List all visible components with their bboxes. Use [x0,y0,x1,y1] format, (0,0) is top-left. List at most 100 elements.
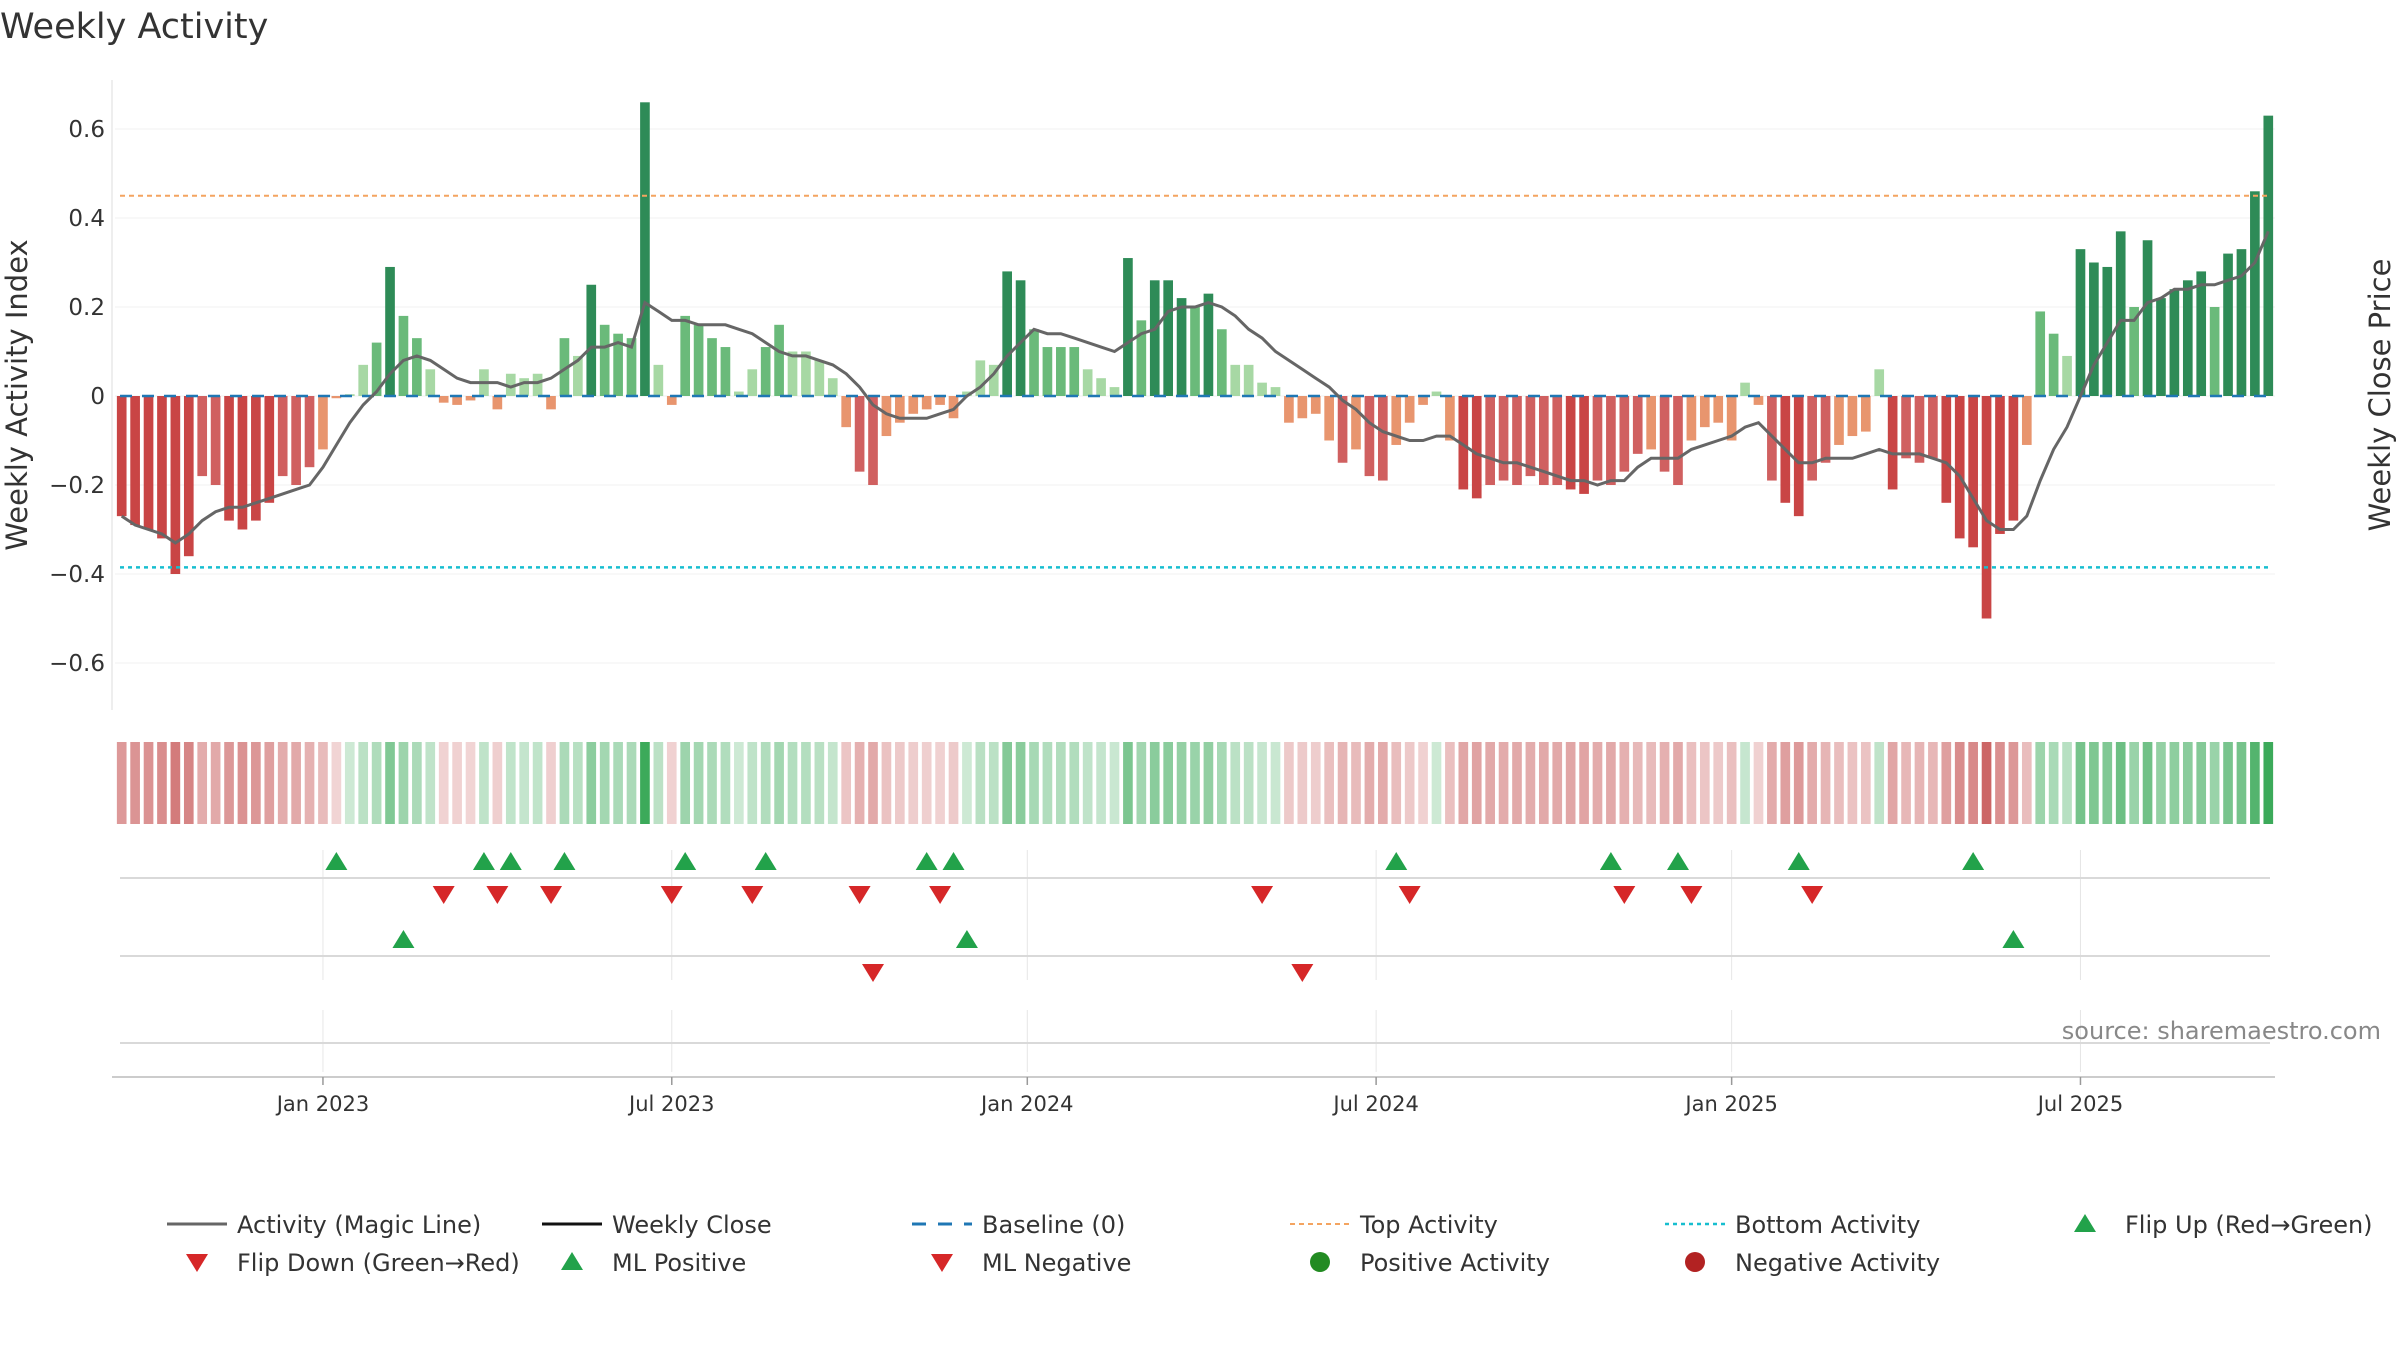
flip-up-marker [1599,852,1622,870]
activity-bar [1673,396,1683,485]
activity-bar [787,351,798,396]
activity-bar [1042,347,1053,396]
legend-label: Weekly Close [612,1211,772,1239]
activity-bar [2129,307,2139,396]
activity-bar [2236,249,2247,396]
heatmap-cell [1592,742,1603,824]
activity-bar [1029,329,1039,396]
activity-bar [1337,396,1348,463]
legend-swatch-triangle-up [561,1252,583,1270]
activity-bar [720,347,731,396]
heatmap-cell [841,742,852,824]
heatmap-cell [881,742,892,824]
heatmap-cell [747,742,758,824]
activity-bar [1096,378,1106,396]
heatmap-cell [1901,742,1911,824]
activity-bar [1525,396,1536,477]
legend-swatch-dot-red [1685,1252,1705,1272]
activity-bar [1485,396,1495,485]
flip-up-marker [1666,852,1689,870]
heatmap-cell [385,742,395,824]
y-axis-right-label: Weekly Close Price [2363,259,2397,532]
grid [111,80,2275,1078]
activity-bar [398,315,409,396]
legend-label: Top Activity [1359,1211,1498,1239]
activity-bar [586,284,597,396]
heatmap-cell [1136,742,1147,824]
legend-item-baseline: Baseline (0) [912,1211,1125,1239]
activity-bar [988,364,999,396]
date-tick-label: Jul 2025 [2036,1092,2123,1116]
heatmap-cell [1579,742,1589,824]
heatmap-cell [1082,742,1093,824]
heatmap-cell [1847,742,1858,824]
flip-up-marker [754,852,777,870]
heatmap-cell [143,742,154,824]
activity-bar [1270,387,1281,396]
heatmap-cell [1015,742,1026,824]
heatmap-cell [1418,742,1428,824]
activity-bar [224,396,234,521]
activity-bars [116,102,2274,619]
legend-item-mlneg: ML Negative [931,1249,1131,1277]
activity-bar [130,396,140,526]
left-tick-label: 0.4 [68,206,105,232]
date-tick-label: Jan 2023 [275,1092,370,1116]
legend-item-close: Weekly Close [542,1211,772,1239]
heatmap-cell [1284,742,1294,824]
activity-bar [358,364,369,396]
flip-up-marker [553,852,576,870]
heatmap-cell [1042,742,1053,824]
activity-bar [1109,387,1120,396]
heatmap-cell [1190,742,1200,824]
heatmap-cell [1565,742,1576,824]
heatmap-cell [1860,742,1871,824]
heatmap-cell [1243,742,1254,824]
heatmap-cell [2196,742,2207,824]
activity-bar [2062,355,2072,396]
heatmap-cell [532,742,543,824]
activity-bar [505,373,516,396]
heatmap-cell [1163,742,1173,824]
activity-bar [1310,396,1321,414]
heatmap-cell [1310,742,1321,824]
activity-bar [1203,293,1214,396]
activity-bar [760,347,771,396]
heatmap-cell [2156,742,2166,824]
activity-bar [1901,396,1911,459]
heatmap-cell [680,742,691,824]
heatmap-cell [1619,742,1630,824]
activity-bar [573,355,583,396]
activity-bar [1606,396,1616,485]
activity-bar [1565,396,1576,490]
activity-bar [1753,396,1764,405]
activity-bar [1538,396,1549,485]
activity-bar [465,396,476,401]
activity-bar [693,324,704,396]
heatmap-cell [1471,742,1482,824]
heatmap-cell [358,742,369,824]
activity-bar [1807,396,1817,481]
heatmap-cell [116,742,127,824]
ml-negative-marker [862,964,885,982]
activity-bar [546,396,556,410]
activity-bar [170,396,181,574]
heatmap-cell [707,742,717,824]
heatmap-cell [760,742,771,824]
heatmap-cell [1713,742,1724,824]
activity-bar [2209,307,2220,396]
activity-bar [2250,191,2260,396]
heatmap-cell [1914,742,1925,824]
heatmap-cell [1699,742,1710,824]
heatmap-cell [935,742,945,824]
activity-bar [438,396,449,403]
activity-bar [1941,396,1952,503]
activity-bar [1820,396,1831,463]
activity-bar [666,396,677,405]
legend-swatch-triangle-down [931,1254,953,1272]
activity-bar [1860,396,1871,432]
flip-down-marker [432,886,455,904]
flip-down-marker [660,886,683,904]
activity-bar [962,391,972,396]
